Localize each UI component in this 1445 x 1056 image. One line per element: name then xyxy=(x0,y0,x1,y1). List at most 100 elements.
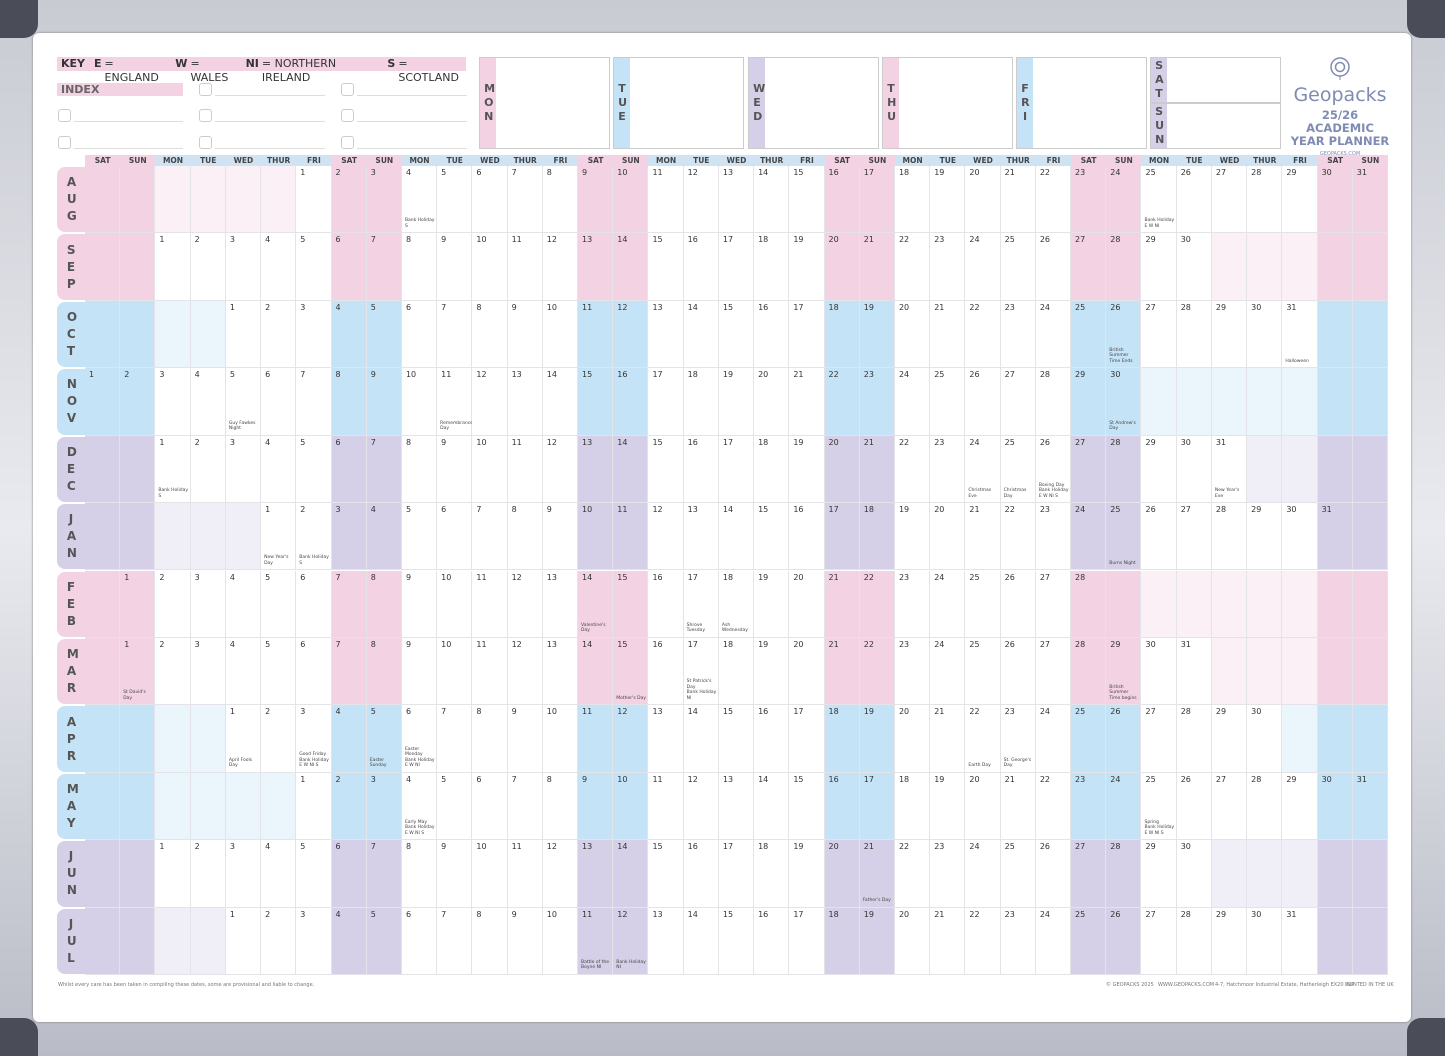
day-cell: 12 xyxy=(542,840,578,908)
logo xyxy=(1330,57,1350,80)
cell-fill xyxy=(648,166,683,233)
cell-fill xyxy=(155,435,190,503)
empty-cell xyxy=(120,705,156,773)
cell-fill xyxy=(613,907,648,974)
day-number: 19 xyxy=(863,302,874,312)
day-number: 20 xyxy=(969,168,980,177)
day-number: 18 xyxy=(687,370,698,380)
day-cell: 31 Halloween xyxy=(1282,300,1318,369)
day-cell: 12 xyxy=(613,705,649,773)
day-number: 22 xyxy=(969,707,980,717)
cell-fill xyxy=(824,233,859,300)
day-number: 5 xyxy=(370,707,376,717)
cell-fill xyxy=(1247,705,1282,772)
day-cell: 13 xyxy=(718,166,755,234)
empty-cell xyxy=(225,772,262,841)
day-number: 10 xyxy=(441,639,452,649)
cell-fill xyxy=(965,570,1000,637)
day-cell: 6 xyxy=(437,503,473,571)
cell-fill xyxy=(366,368,401,435)
weekday-header: WED xyxy=(472,155,508,166)
day-number: 3 xyxy=(229,235,235,245)
day-cell: 15 xyxy=(613,570,649,638)
day-cell: 17 xyxy=(718,840,755,908)
empty-cell xyxy=(1352,503,1388,571)
month-tab: OCT xyxy=(57,301,85,368)
day-cell: 23 xyxy=(930,435,966,504)
day-cell: 31 xyxy=(1352,772,1388,841)
cell-fill xyxy=(366,840,401,907)
day-number: 16 xyxy=(652,639,663,649)
cell-fill xyxy=(85,570,120,637)
cell-fill xyxy=(894,840,930,907)
day-number: 11 xyxy=(476,572,487,582)
cell-fill xyxy=(120,503,155,570)
brand-url: GEOPACKS.COM xyxy=(1319,151,1361,157)
cell-fill xyxy=(296,300,331,368)
day-number: 4 xyxy=(229,572,235,582)
cell-fill xyxy=(1176,772,1211,840)
cell-fill xyxy=(225,772,261,840)
day-number: 6 xyxy=(335,437,341,447)
day-cell: 18 Ash Wednesday xyxy=(718,570,755,638)
day-number: 30 xyxy=(1180,235,1191,245)
cell-fill xyxy=(1247,637,1282,705)
day-number: 11 xyxy=(652,168,663,177)
cell-fill xyxy=(507,907,542,974)
day-number: 11 xyxy=(582,302,593,312)
day-number: 1 xyxy=(159,235,165,245)
month-tab: JAN xyxy=(57,504,85,570)
month-name: JUN xyxy=(66,849,77,898)
day-cell: 23 xyxy=(894,570,931,638)
day-cell: 26 xyxy=(1141,503,1177,571)
cell-fill xyxy=(1211,705,1247,772)
cell-fill xyxy=(366,233,401,300)
cell-fill xyxy=(1352,435,1387,503)
cell-fill xyxy=(1176,705,1211,772)
cell-fill xyxy=(1176,637,1211,705)
cell-fill xyxy=(1352,637,1387,705)
day-number: 13 xyxy=(511,370,522,380)
day-cell: 12 xyxy=(542,435,578,504)
day-number: 16 xyxy=(758,302,769,312)
day-cell: 21 Father's Day xyxy=(859,840,895,908)
day-number: 21 xyxy=(828,572,839,582)
day-cell: 15 xyxy=(789,772,825,841)
day-number: 21 xyxy=(969,505,980,515)
day-number: 13 xyxy=(582,842,593,852)
weekday-header: SUN xyxy=(1106,155,1142,166)
day-cell: 4 xyxy=(331,300,367,369)
day-number: 11 xyxy=(582,909,593,919)
day-number: 27 xyxy=(1215,168,1227,177)
cell-fill xyxy=(1211,570,1247,637)
cell-fill xyxy=(824,435,859,503)
cell-fill xyxy=(1317,503,1352,570)
cell-fill xyxy=(366,705,401,772)
cell-fill xyxy=(120,637,155,705)
cell-fill xyxy=(613,233,648,300)
day-number: 5 xyxy=(300,437,306,447)
empty-cell xyxy=(261,772,297,841)
cell-fill xyxy=(718,435,754,503)
empty-cell xyxy=(1282,637,1318,706)
key-code: S xyxy=(387,57,396,70)
event-note: Boxing Day Bank Holiday E W NI S xyxy=(1038,482,1069,499)
index-line xyxy=(74,121,183,122)
day-number: 13 xyxy=(546,572,557,582)
cell-fill xyxy=(1176,166,1211,233)
cell-fill xyxy=(859,300,894,368)
cell-fill xyxy=(190,435,225,503)
day-cell: 25 xyxy=(1071,705,1107,773)
cell-fill xyxy=(261,637,296,705)
day-number: 23 xyxy=(898,572,910,582)
day-number: 16 xyxy=(687,842,698,852)
cell-fill xyxy=(1071,637,1106,705)
day-number: 5 xyxy=(441,774,447,784)
day-cell: 4 xyxy=(261,233,297,301)
cell-fill xyxy=(1352,503,1387,570)
empty-cell xyxy=(155,705,191,773)
cell-fill xyxy=(120,705,155,772)
day-number: 27 xyxy=(1075,842,1086,852)
weekday-header: FRI xyxy=(789,155,825,166)
cell-fill xyxy=(401,435,437,503)
